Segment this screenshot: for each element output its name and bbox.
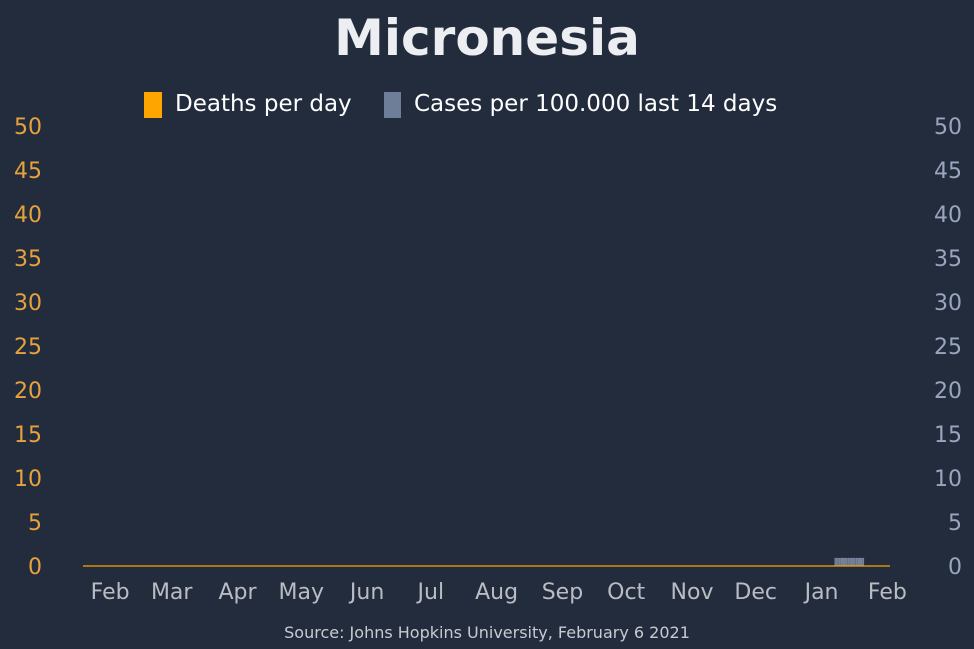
x-tick-label: Aug — [475, 580, 518, 605]
x-tick-label: Jan — [803, 580, 839, 605]
y-left-tick-label: 45 — [14, 159, 42, 184]
y-left-tick-label: 40 — [14, 203, 42, 228]
x-tick-label: Mar — [151, 580, 193, 605]
x-tick-label: Oct — [607, 580, 645, 605]
cases-bar — [845, 557, 848, 567]
y-axis-right: 0 5 10 15 20 25 30 35 40 45 50 — [934, 115, 962, 580]
y-right-tick-label: 45 — [934, 159, 962, 184]
cases-bar — [836, 557, 839, 567]
x-tick-label: Jul — [416, 580, 445, 605]
x-tick-label: Jun — [348, 580, 384, 605]
y-left-tick-label: 25 — [14, 335, 42, 360]
y-left-tick-label: 50 — [14, 115, 42, 140]
legend-label-cases: Cases per 100.000 last 14 days — [414, 91, 777, 117]
cases-bar — [849, 557, 852, 567]
x-tick-label: Feb — [868, 580, 907, 605]
cases-bar — [853, 557, 856, 567]
x-tick-label: May — [279, 580, 324, 605]
y-left-tick-label: 5 — [28, 511, 42, 536]
y-right-tick-label: 25 — [934, 335, 962, 360]
y-left-tick-label: 10 — [14, 467, 42, 492]
legend-label-deaths: Deaths per day — [175, 91, 352, 117]
y-right-tick-label: 50 — [934, 115, 962, 140]
y-left-tick-label: 15 — [14, 423, 42, 448]
y-left-tick-label: 30 — [14, 291, 42, 316]
cases-bar — [841, 557, 843, 567]
x-tick-label: Feb — [91, 580, 130, 605]
chart-title: Micronesia — [334, 9, 640, 67]
x-tick-label: Apr — [219, 580, 258, 605]
x-axis: Feb Mar Apr May Jun Jul Aug Sep Oct Nov Dec Jan Feb — [91, 580, 907, 605]
y-left-tick-label: 35 — [14, 247, 42, 272]
y-right-tick-label: 30 — [934, 291, 962, 316]
cases-bar — [838, 557, 841, 567]
y-right-tick-label: 5 — [948, 511, 962, 536]
legend: Deaths per day Cases per 100.000 last 14… — [144, 91, 777, 118]
y-right-tick-label: 20 — [934, 379, 962, 404]
y-axis-left: 0 5 10 15 20 25 30 35 40 45 50 — [14, 115, 42, 580]
cases-bar — [857, 557, 860, 567]
cases-bar — [834, 557, 837, 567]
y-right-tick-label: 10 — [934, 467, 962, 492]
legend-swatch-cases — [384, 92, 401, 118]
cases-bar — [843, 557, 845, 567]
cases-bar — [862, 557, 865, 567]
x-tick-label: Sep — [542, 580, 583, 605]
source-note: Source: Johns Hopkins University, Februa… — [284, 623, 690, 642]
y-right-tick-label: 0 — [948, 555, 962, 580]
cases-bar — [851, 557, 854, 567]
y-left-tick-label: 0 — [28, 555, 42, 580]
y-right-tick-label: 15 — [934, 423, 962, 448]
cases-bar — [860, 557, 862, 567]
x-tick-label: Nov — [671, 580, 714, 605]
y-right-tick-label: 35 — [934, 247, 962, 272]
legend-swatch-deaths — [144, 92, 162, 118]
cases-bar — [855, 557, 858, 567]
x-tick-label: Dec — [734, 580, 777, 605]
cases-bar — [847, 557, 850, 567]
y-right-tick-label: 40 — [934, 203, 962, 228]
plot-area — [83, 557, 890, 567]
y-left-tick-label: 20 — [14, 379, 42, 404]
